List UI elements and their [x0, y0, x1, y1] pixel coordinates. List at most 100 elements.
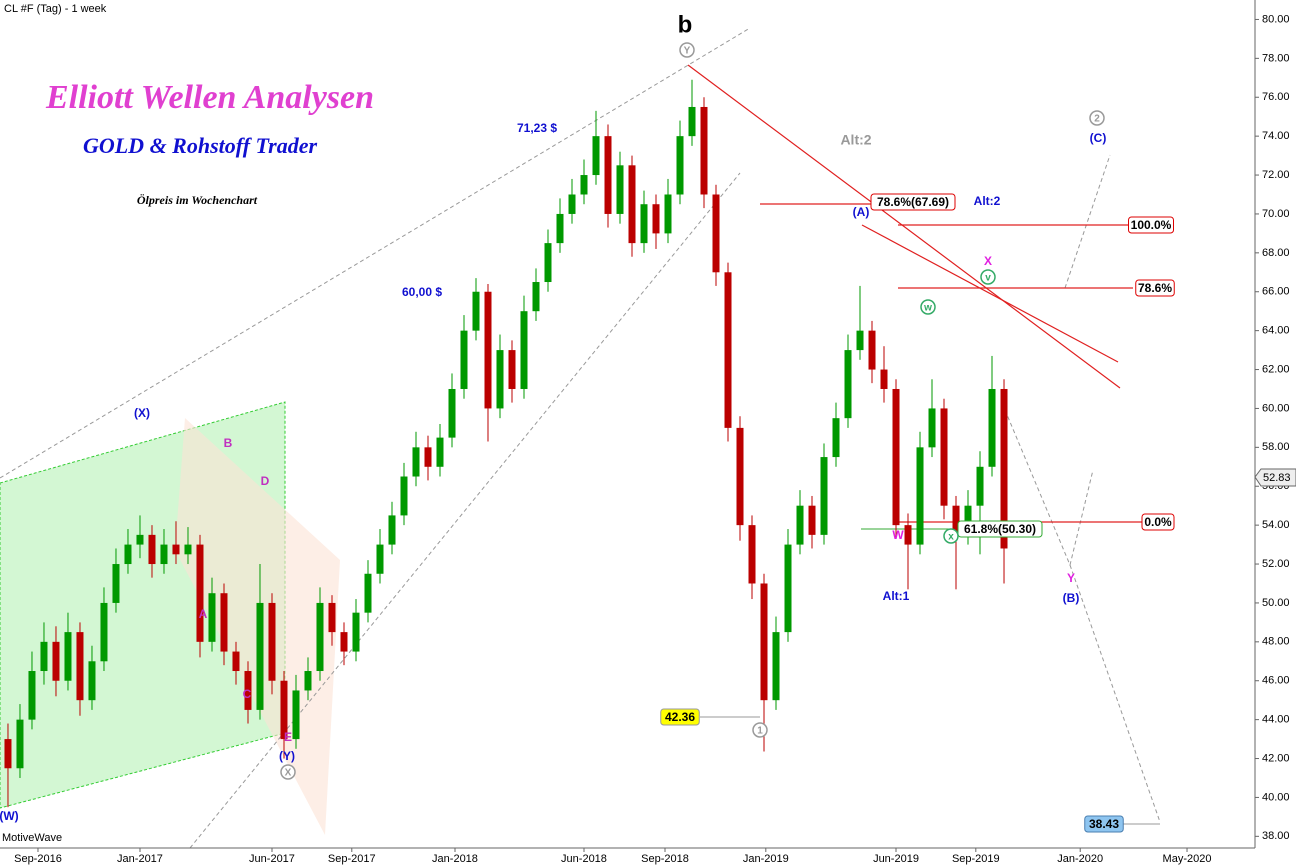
candle-body [220, 593, 228, 652]
candle-body [568, 194, 576, 214]
candle-body [880, 369, 888, 389]
y-tick-label: 62.00 [1262, 363, 1290, 375]
y-tick-label: 78.00 [1262, 52, 1290, 64]
wave-label: b [678, 11, 693, 38]
candle-body [280, 680, 288, 740]
wave-circle [920, 299, 936, 315]
subheadline: GOLD & Rohstoff Trader [83, 133, 318, 158]
candle-body [532, 282, 540, 312]
candle-body [412, 447, 420, 477]
candle-body [196, 544, 204, 642]
y-tick-label: 58.00 [1262, 441, 1290, 453]
wave-circle [980, 269, 996, 285]
candle-body [712, 194, 720, 273]
candle-body [988, 388, 996, 467]
annotation-label: v [985, 273, 991, 284]
wave-circle [280, 764, 296, 780]
candle-body [52, 641, 60, 681]
wave-label: (A) [853, 205, 870, 219]
candle-body [292, 690, 300, 740]
wave-label: (W) [0, 809, 19, 823]
candle-body [232, 651, 240, 672]
caption: Ölpreis im Wochenchart [137, 193, 258, 207]
candle-body [364, 573, 372, 613]
annotation-label: x [948, 532, 954, 543]
wave-label: 60,00 $ [402, 285, 442, 299]
candle-body [64, 632, 72, 681]
wave-label: 71,23 $ [517, 121, 557, 135]
annotation-label: Y [684, 46, 691, 57]
candle-body [136, 534, 144, 545]
candle-body [916, 447, 924, 545]
y-tick-label: 54.00 [1262, 519, 1290, 531]
headline: Elliott Wellen Analysen [45, 79, 374, 116]
x-tick-label: Jan-2019 [743, 853, 789, 865]
wave-circle [679, 42, 695, 58]
annotation-label: 38.43 [1089, 817, 1119, 831]
candle-body [304, 671, 312, 691]
candle-body [784, 544, 792, 633]
x-tick-label: Sep-2017 [328, 853, 376, 865]
candle-body [976, 466, 984, 506]
annotation-label: 100.0% [1131, 218, 1172, 232]
candle-body [592, 136, 600, 176]
candle-body [256, 602, 264, 710]
candle-body [244, 671, 252, 710]
wave-label: B [224, 436, 233, 450]
y-tick-label: 80.00 [1262, 13, 1290, 25]
candle-body [892, 388, 900, 526]
candle-body [40, 641, 48, 672]
candle-body [124, 544, 132, 565]
annotation-label: X [285, 768, 292, 779]
candle-body [388, 515, 396, 545]
candle-body [760, 583, 768, 701]
wave-label: Alt:2 [840, 132, 871, 148]
wave-label: Alt:1 [883, 589, 910, 603]
y-tick-label: 74.00 [1262, 130, 1290, 142]
candle-body [940, 408, 948, 506]
candle-body [28, 671, 36, 720]
candle-body [208, 593, 216, 642]
y-tick-label: 64.00 [1262, 325, 1290, 337]
y-tick-label: 44.00 [1262, 714, 1290, 726]
watermark: MotiveWave [2, 832, 62, 844]
annotation-label: 78.6% [1138, 281, 1172, 295]
fib-lines [687, 64, 1142, 523]
candle-body [460, 330, 468, 389]
candle-body [448, 388, 456, 438]
candle-body [724, 272, 732, 428]
x-tick-label: May-2020 [1163, 853, 1212, 865]
candle-body [952, 505, 960, 535]
low-box [660, 708, 700, 726]
candle-body [472, 291, 480, 331]
candle-body [604, 136, 612, 214]
x-tick-label: Sep-2018 [641, 853, 689, 865]
candle-body [832, 418, 840, 458]
candle-body [844, 350, 852, 419]
wave-label: Y [1067, 571, 1075, 585]
candle-body [556, 213, 564, 244]
candle-body [868, 330, 876, 370]
candle-body [148, 534, 156, 565]
annotation-label: 1 [757, 726, 763, 737]
y-tick-label: 76.00 [1262, 91, 1290, 103]
candle-body [172, 544, 180, 555]
candle-body [352, 612, 360, 652]
wave-label: C [243, 687, 252, 701]
candle-body [508, 350, 516, 389]
y-tick-label: 52.00 [1262, 558, 1290, 570]
candle-body [400, 476, 408, 516]
y-tick-label: 40.00 [1262, 791, 1290, 803]
annotation-label: 0.0% [1144, 515, 1172, 529]
fib-box [870, 193, 956, 211]
candle-body [88, 661, 96, 701]
candle-body [16, 719, 24, 769]
wave-circle [752, 722, 768, 738]
candle-body [652, 204, 660, 234]
candle-body [796, 505, 804, 545]
x-tick-label: Jan-2017 [117, 853, 163, 865]
candle-body [376, 544, 384, 574]
candle-body [772, 632, 780, 701]
candle-body [628, 165, 636, 244]
